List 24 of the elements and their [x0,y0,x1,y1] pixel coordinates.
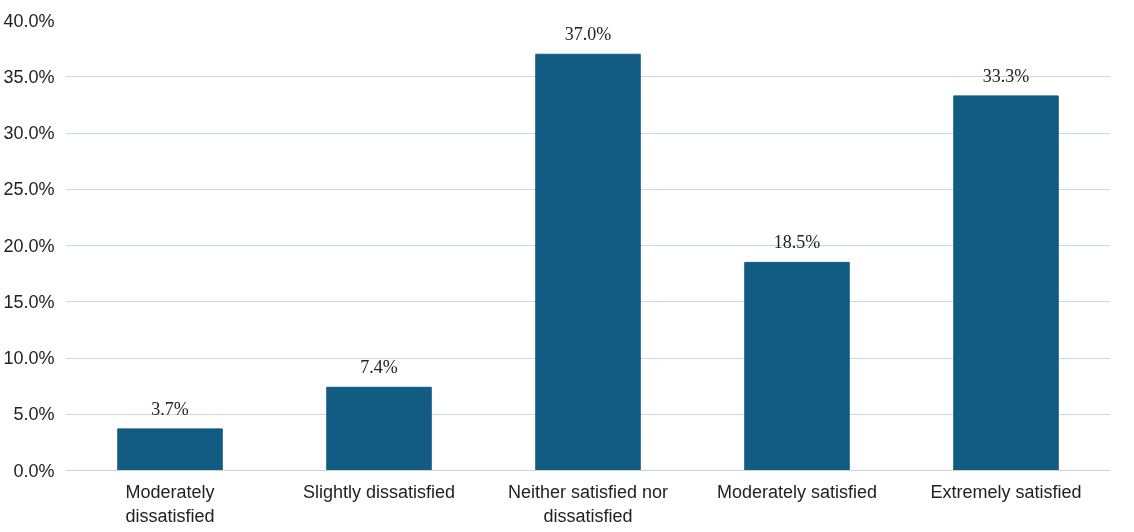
data-label: 33.3% [982,65,1030,86]
x-tick-label: Extremely satisfied [930,481,1082,502]
data-label: 37.0% [564,24,612,45]
data-label: 3.7% [151,398,189,419]
bar [535,53,641,471]
y-tick-label: 15.0% [3,291,55,312]
y-tick-label: 25.0% [3,179,55,200]
bar [953,95,1059,471]
x-tick-label: Neither satisfied nor dissatisfied [507,481,669,526]
data-label: 7.4% [360,357,398,378]
x-tick-label: Moderately dissatisfied [125,481,215,526]
y-tick-label: 20.0% [3,235,55,256]
bar [326,386,432,471]
y-tick-label: 40.0% [3,10,55,31]
y-tick-label: 5.0% [13,404,55,425]
bar [744,261,850,471]
y-tick-label: 35.0% [3,66,55,87]
bar [117,428,223,471]
y-tick-label: 0.0% [13,460,55,481]
data-label: 18.5% [773,232,821,253]
x-tick-label: Moderately satisfied [716,481,878,502]
x-tick-label: Slightly dissatisfied [302,481,456,502]
y-tick-label: 30.0% [3,123,55,143]
y-tick-label: 10.0% [3,348,55,368]
